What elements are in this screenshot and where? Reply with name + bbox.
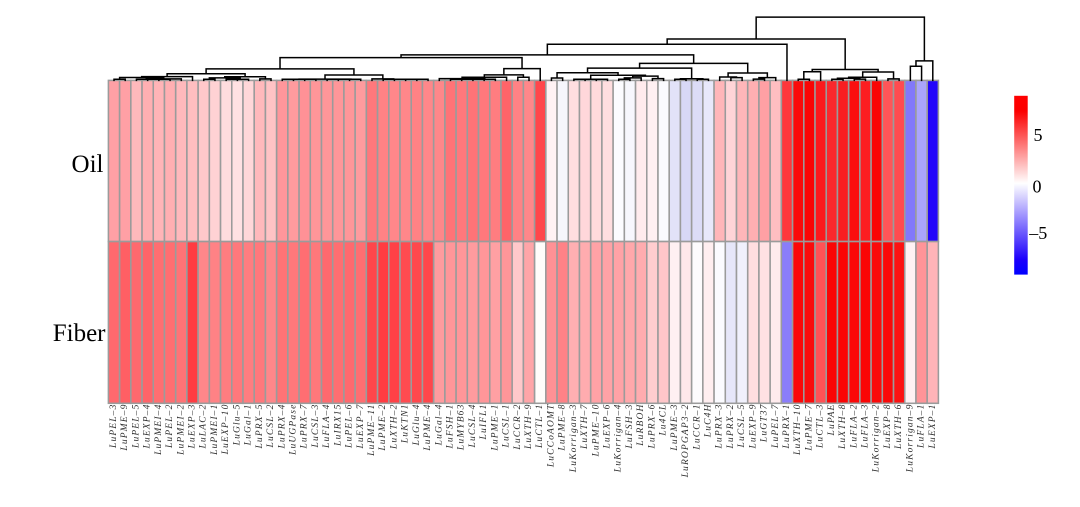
svg-text:LuXTH–6: LuXTH–6	[894, 404, 904, 451]
svg-text:LuPRX–5: LuPRX–5	[255, 404, 265, 450]
svg-text:LuEXP–9: LuEXP–9	[748, 404, 758, 450]
svg-text:LuXTH–2: LuXTH–2	[389, 404, 399, 451]
svg-text:LuPEL–7: LuPEL–7	[771, 403, 781, 449]
svg-text:LuFLA–1: LuFLA–1	[917, 404, 927, 449]
svg-text:LuKorrigan–4: LuKorrigan–4	[614, 404, 624, 474]
svg-text:0: 0	[1033, 177, 1042, 197]
svg-text:LuUGPase: LuUGPase	[288, 404, 298, 456]
svg-text:LuKorrigan–9: LuKorrigan–9	[905, 404, 915, 474]
svg-text:LuXTH–8: LuXTH–8	[838, 404, 848, 451]
svg-text:LuKorrigan–3: LuKorrigan–3	[569, 404, 579, 474]
svg-text:LuEXP–6: LuEXP–6	[603, 404, 613, 450]
svg-text:LuKorrigan–2: LuKorrigan–2	[872, 404, 882, 474]
svg-text:LuPEL–3: LuPEL–3	[109, 404, 119, 449]
svg-text:LuPEL–5: LuPEL–5	[131, 404, 141, 449]
svg-text:LuPEL–2: LuPEL–2	[165, 404, 175, 449]
svg-text:LuCSL–4: LuCSL–4	[468, 404, 478, 449]
svg-text:LuCCoAOMT: LuCCoAOMT	[546, 404, 556, 469]
svg-text:LuFSH–1: LuFSH–1	[445, 404, 455, 450]
svg-text:LuPAE: LuPAE	[827, 404, 837, 437]
svg-text:LuCTL–3: LuCTL–3	[816, 404, 826, 450]
svg-text:LuPEL–6: LuPEL–6	[345, 404, 355, 449]
svg-text:LuGlu–5: LuGlu–5	[232, 404, 242, 447]
svg-text:LuFLA–4: LuFLA–4	[322, 404, 332, 449]
svg-text:LuPME–11: LuPME–11	[367, 404, 377, 457]
svg-text:LuGlu–4: LuGlu–4	[412, 404, 422, 447]
svg-text:LuGT37: LuGT37	[760, 403, 770, 443]
svg-text:LuFSH–3: LuFSH–3	[625, 404, 635, 450]
svg-text:LuPME–9: LuPME–9	[120, 404, 130, 452]
svg-text:LuGal–1: LuGal–1	[244, 404, 254, 447]
svg-text:LuCCR–2: LuCCR–2	[513, 404, 523, 451]
svg-text:LuPME–4: LuPME–4	[423, 404, 433, 452]
svg-text:LuCSL–3: LuCSL–3	[311, 404, 321, 449]
svg-text:LuPMEI–2: LuPMEI–2	[176, 404, 186, 456]
svg-text:LuMYB63: LuMYB63	[457, 404, 467, 452]
svg-text:LuCCR–1: LuCCR–1	[692, 404, 702, 451]
svg-text:LuCSL–5: LuCSL–5	[737, 404, 747, 449]
svg-text:LuKTN1: LuKTN1	[401, 404, 411, 445]
svg-text:LuIRX15: LuIRX15	[333, 404, 343, 447]
svg-text:LuPME–1: LuPME–1	[490, 404, 500, 452]
svg-text:LuPMEI–1: LuPMEI–1	[210, 404, 220, 456]
svg-text:–5: –5	[1028, 223, 1047, 243]
svg-text:LuCSL–2: LuCSL–2	[266, 404, 276, 449]
svg-text:Oil: Oil	[72, 151, 104, 178]
svg-text:LuGal–4: LuGal–4	[434, 404, 444, 447]
svg-text:LuPME–8: LuPME–8	[558, 404, 568, 452]
svg-text:LuEXP–4: LuEXP–4	[143, 404, 153, 450]
svg-text:LuEXP–3: LuEXP–3	[188, 404, 198, 450]
svg-text:LuEXP–10: LuEXP–10	[221, 404, 231, 456]
svg-text:LuPRX–3: LuPRX–3	[715, 404, 725, 450]
svg-text:LuPME–2: LuPME–2	[378, 404, 388, 452]
svg-text:LuFLA–3: LuFLA–3	[860, 404, 870, 449]
svg-text:LuCTL–1: LuCTL–1	[535, 404, 545, 450]
svg-text:5: 5	[1034, 125, 1043, 145]
svg-text:Lu4CL: Lu4CL	[659, 404, 669, 437]
svg-text:LuROPGAP3–2: LuROPGAP3–2	[681, 404, 691, 479]
svg-text:LuPRX–7: LuPRX–7	[300, 403, 310, 449]
svg-text:LuEXP–7: LuEXP–7	[356, 403, 366, 449]
svg-text:LuPME–10: LuPME–10	[591, 404, 601, 458]
svg-text:LuEXP–8: LuEXP–8	[883, 404, 893, 450]
svg-text:LuPME–3: LuPME–3	[670, 404, 680, 452]
svg-text:LuPRX–2: LuPRX–2	[726, 404, 736, 450]
svg-text:LuXTH–10: LuXTH–10	[793, 404, 803, 456]
svg-text:LuIFL1: LuIFL1	[479, 404, 489, 441]
svg-text:LuPME–7: LuPME–7	[804, 403, 814, 451]
svg-text:LuLAC–2: LuLAC–2	[199, 404, 209, 450]
svg-text:LuPRX–1: LuPRX–1	[782, 404, 792, 450]
svg-text:LuC4H: LuC4H	[703, 404, 713, 439]
svg-text:LuPMEI–4: LuPMEI–4	[154, 404, 164, 456]
svg-text:Fiber: Fiber	[53, 320, 106, 347]
svg-text:LuPRX–4: LuPRX–4	[277, 404, 287, 450]
svg-text:LuRBOH: LuRBOH	[636, 404, 646, 447]
svg-text:LuXTH–7: LuXTH–7	[580, 403, 590, 450]
svg-text:LuEXP–1: LuEXP–1	[928, 404, 938, 450]
svg-text:LuCSL–1: LuCSL–1	[502, 403, 512, 448]
svg-text:LuPRX–6: LuPRX–6	[647, 404, 657, 450]
svg-text:LuFLA–2: LuFLA–2	[849, 404, 859, 449]
svg-text:LuXTH–9: LuXTH–9	[524, 404, 534, 451]
